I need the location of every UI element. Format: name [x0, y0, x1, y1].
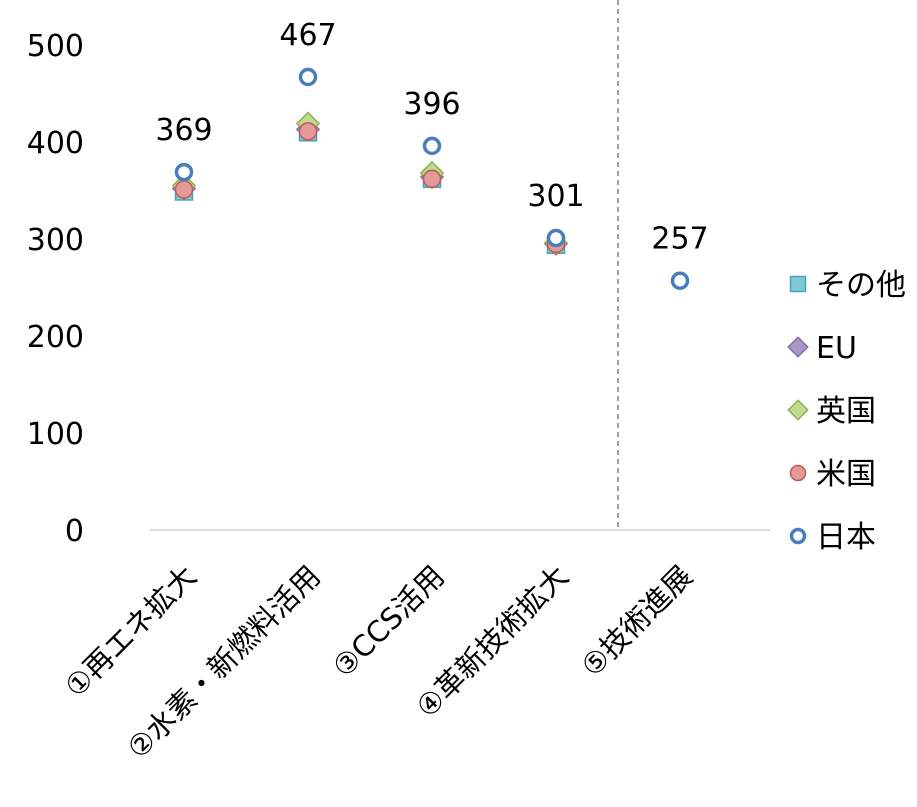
legend-marker	[787, 336, 809, 358]
legend-marker	[787, 399, 809, 421]
data-point	[298, 67, 318, 87]
category-label: ③CCS活用	[326, 559, 451, 684]
legend-label: 米国	[816, 457, 876, 492]
legend-label: 英国	[816, 394, 876, 429]
data-point	[422, 169, 442, 189]
data-label: 369	[155, 113, 212, 148]
legend-label: EU	[816, 331, 857, 366]
legend-marker	[789, 275, 807, 293]
data-point	[174, 162, 194, 182]
y-tick-label: 200	[27, 320, 84, 355]
data-point	[546, 228, 566, 248]
data-label: 257	[651, 222, 708, 257]
data-point	[422, 136, 442, 156]
y-tick-label: 500	[27, 29, 84, 64]
legend-marker	[789, 464, 807, 482]
legend-item: 英国	[787, 394, 876, 429]
legend-item: EU	[787, 331, 857, 366]
legend-item: その他	[789, 268, 906, 303]
y-tick-label: 0	[65, 514, 84, 549]
legend-marker	[789, 527, 807, 545]
y-tick-label: 300	[27, 223, 84, 258]
legend-item: 米国	[789, 457, 876, 492]
data-point	[174, 180, 194, 199]
data-point	[298, 122, 318, 141]
legend-label: 日本	[816, 520, 876, 555]
y-tick-label: 400	[27, 126, 84, 161]
data-label: 396	[403, 87, 460, 122]
y-tick-label: 100	[27, 417, 84, 452]
data-label: 301	[527, 179, 584, 214]
legend-item: 日本	[789, 520, 876, 555]
data-point	[670, 271, 690, 290]
data-label: 467	[279, 18, 336, 53]
legend-label: その他	[816, 268, 906, 303]
y-axis-ticks: 0 100 200 300 400 500	[27, 29, 84, 549]
data-labels: 369 467 396 301 257	[155, 18, 708, 257]
data-markers	[171, 67, 690, 290]
category-label: ⑤技術進展	[574, 559, 698, 683]
